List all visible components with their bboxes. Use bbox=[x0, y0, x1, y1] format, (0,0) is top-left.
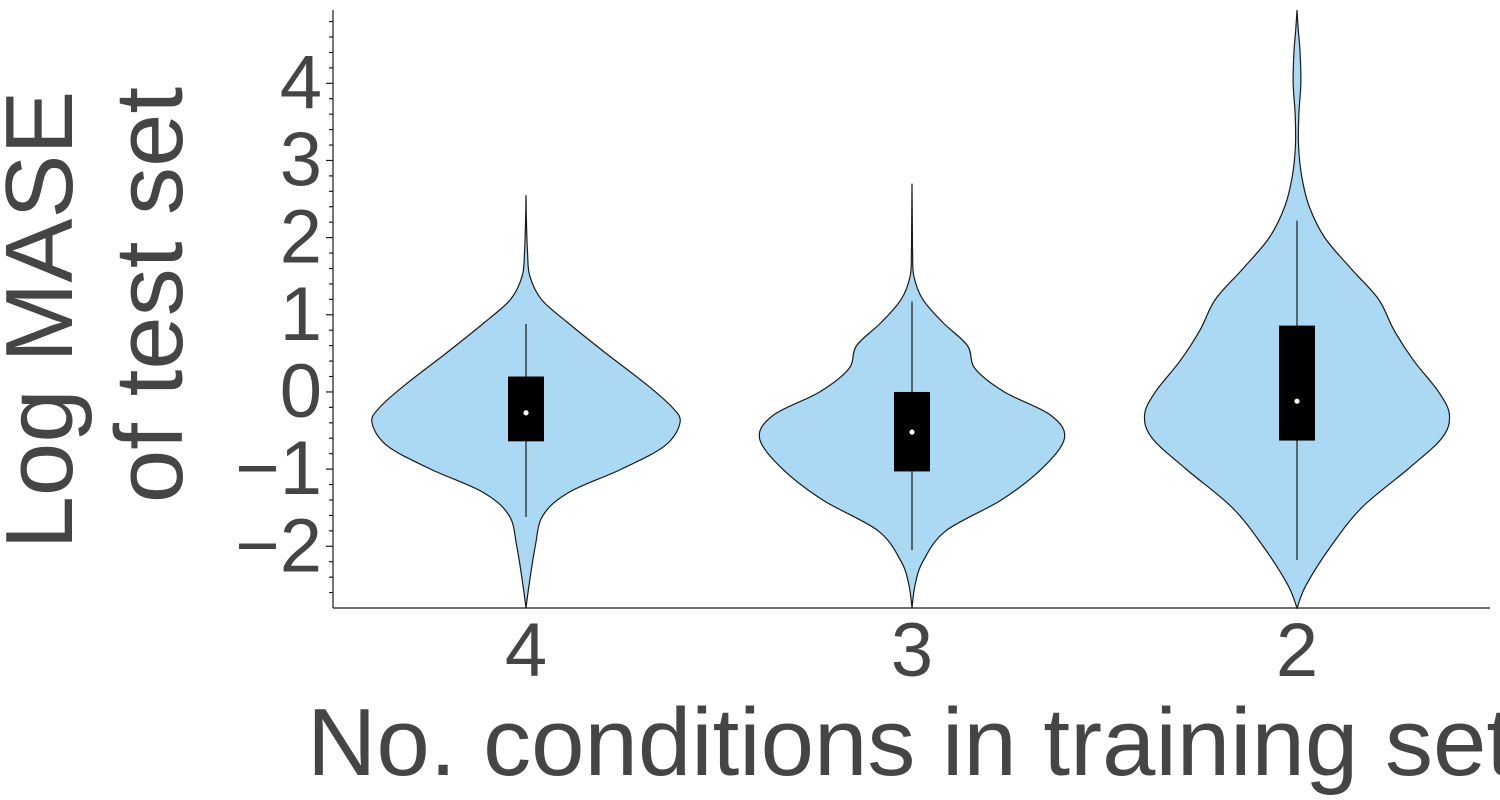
y-tick-label: −1 bbox=[235, 426, 322, 511]
median-dot-4 bbox=[523, 410, 529, 416]
x-tick-label: 2 bbox=[1276, 608, 1318, 693]
median-dot-2 bbox=[1294, 398, 1300, 404]
median-dot-3 bbox=[909, 429, 915, 435]
y-tick-label: 1 bbox=[280, 272, 322, 357]
y-tick-label: 4 bbox=[280, 40, 322, 125]
y-axis-label-line2: of test set bbox=[96, 87, 203, 503]
x-tick-label: 4 bbox=[505, 608, 547, 693]
y-tick-label: −2 bbox=[235, 503, 322, 588]
y-tick-label: 2 bbox=[280, 195, 322, 280]
x-axis-label: No. conditions in training set bbox=[307, 689, 1500, 796]
y-tick-label: 0 bbox=[280, 349, 322, 434]
iqr-box-4 bbox=[508, 376, 544, 442]
iqr-box-2 bbox=[1279, 325, 1315, 441]
y-tick-label: 3 bbox=[280, 117, 322, 202]
x-tick-label: 3 bbox=[891, 608, 933, 693]
y-axis-label-line1: Log MASE bbox=[0, 91, 93, 550]
